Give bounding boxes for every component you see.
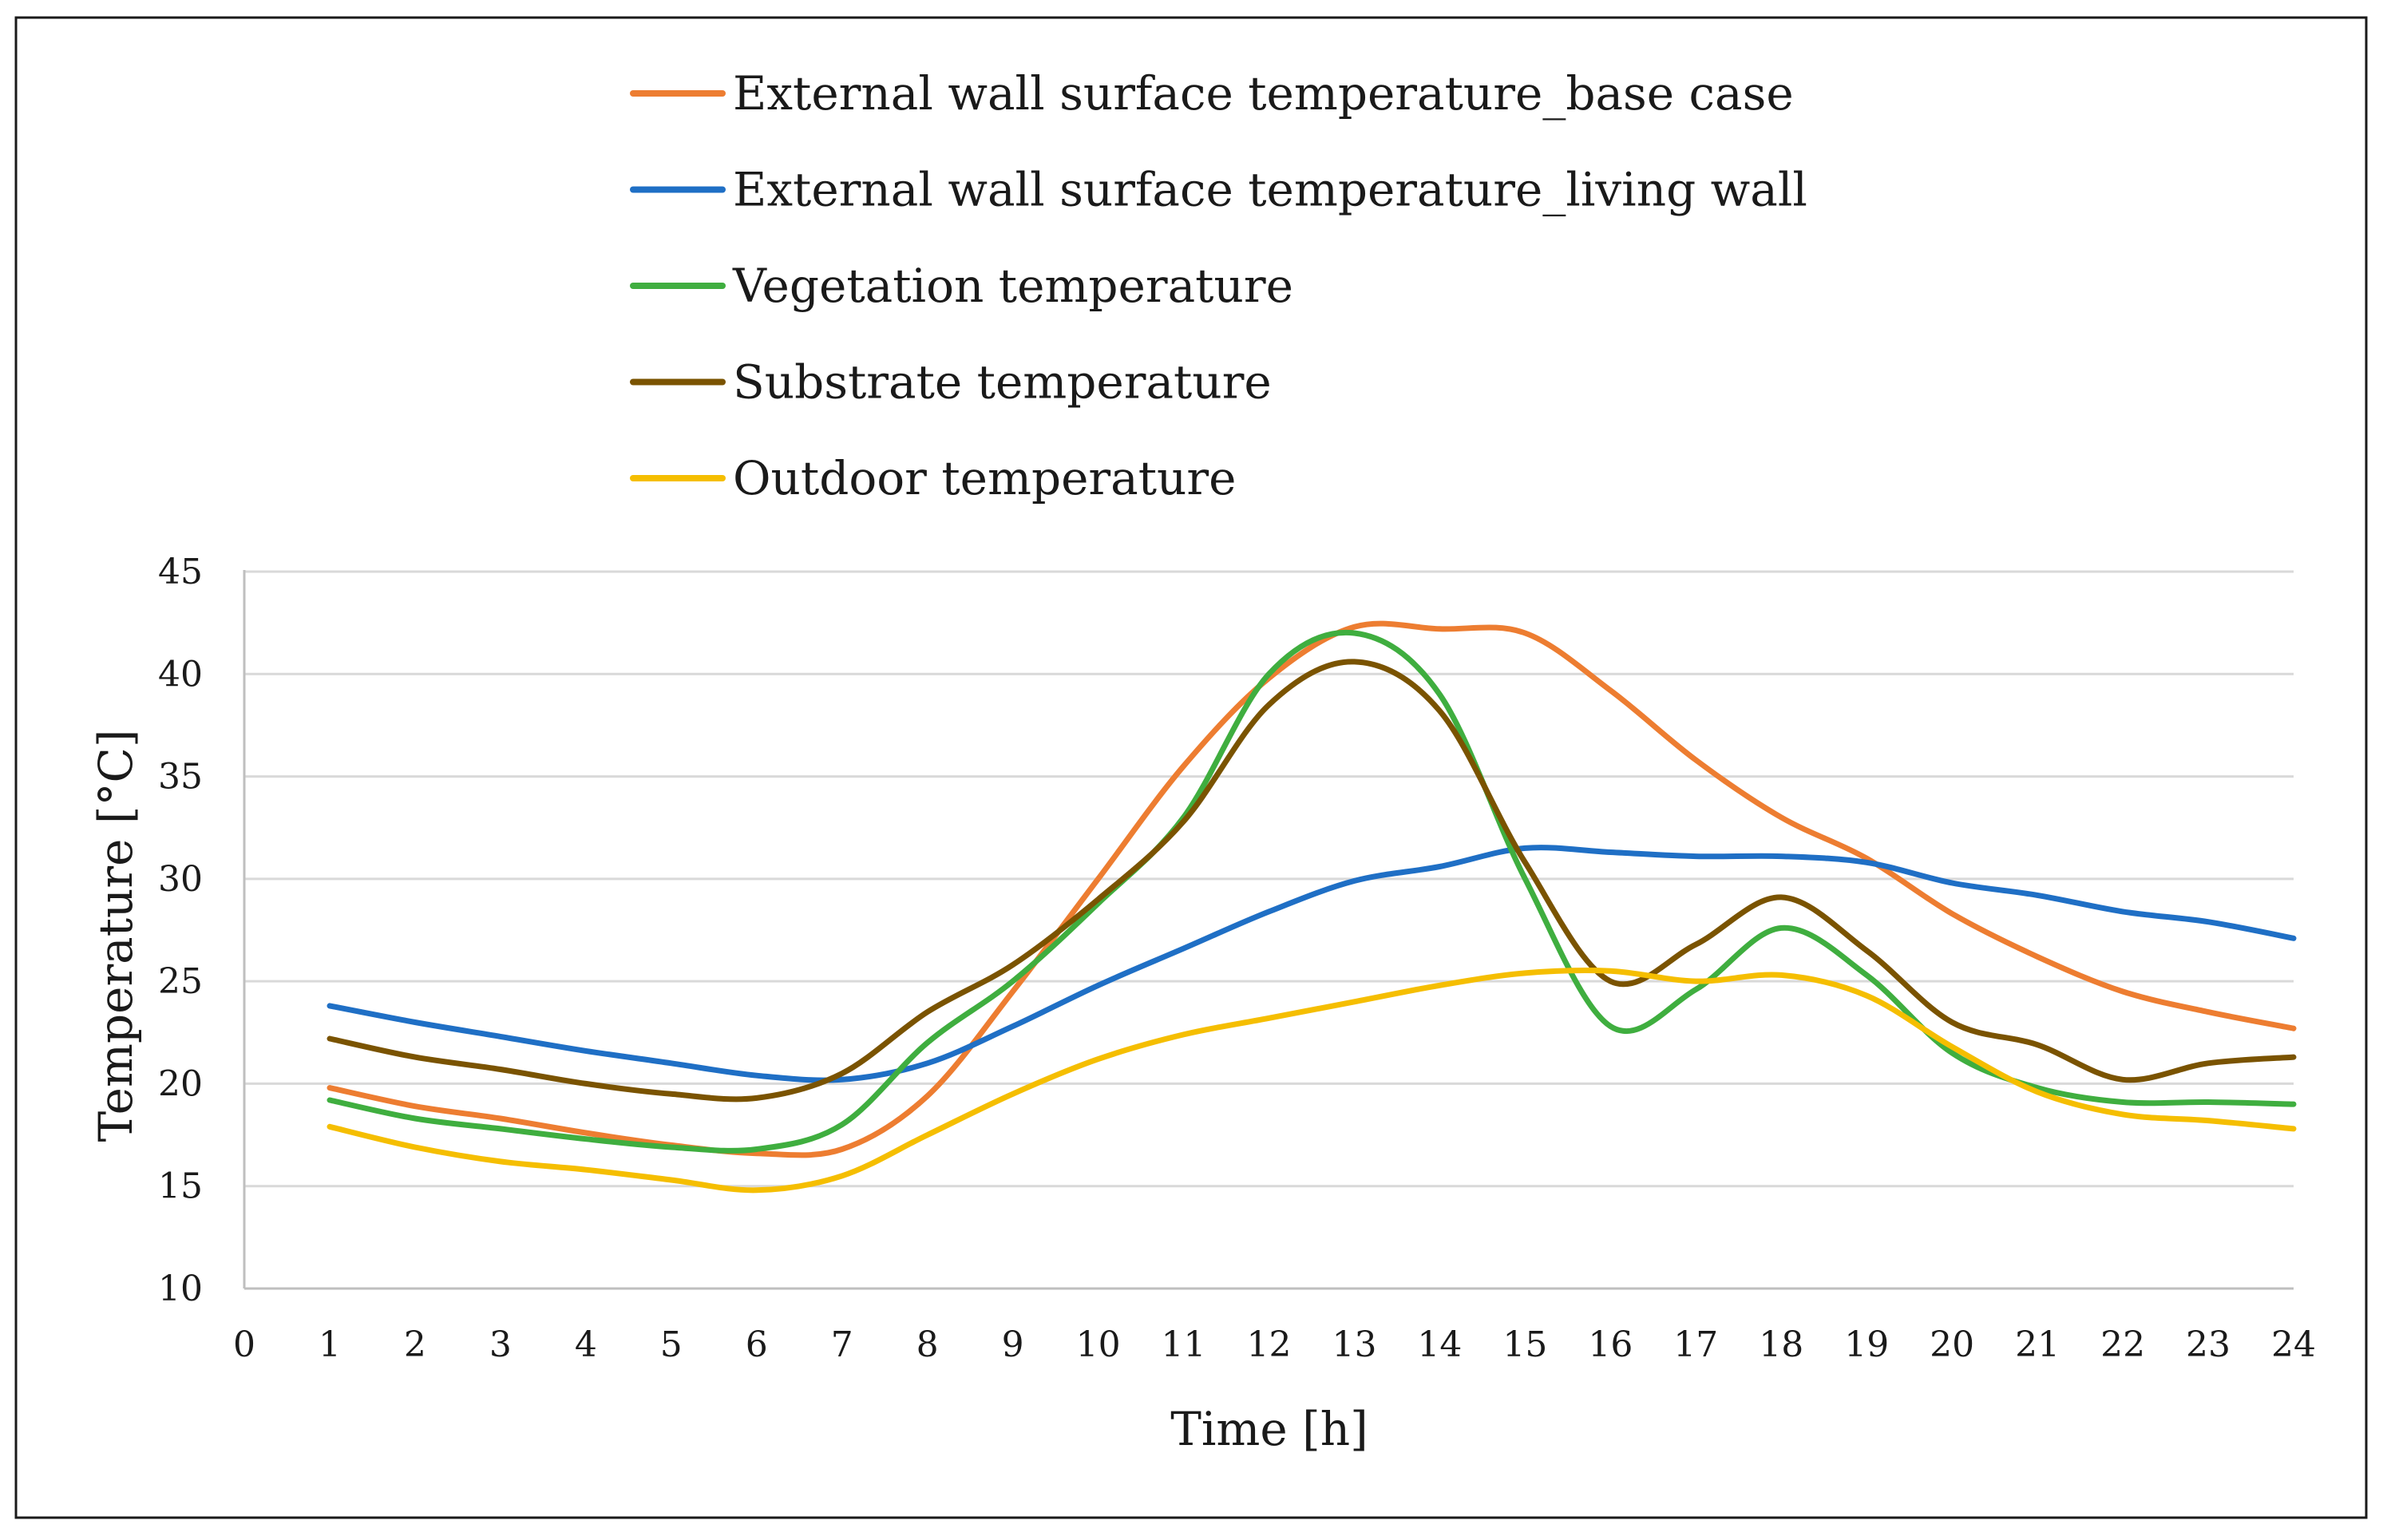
x-tick-label: 21 — [2015, 1324, 2060, 1365]
x-tick-label: 0 — [233, 1324, 255, 1365]
x-tick-label: 19 — [1844, 1324, 1889, 1365]
legend-label-5: Outdoor temperature — [733, 451, 1236, 505]
x-tick-label: 16 — [1588, 1324, 1633, 1365]
y-tick-label: 15 — [158, 1166, 203, 1207]
legend-label-4: Substrate temperature — [733, 355, 1272, 410]
x-tick-label: 7 — [831, 1324, 853, 1365]
x-tick-label: 1 — [319, 1324, 341, 1365]
legend-label-3: Vegetation temperature — [732, 259, 1293, 313]
x-tick-label: 17 — [1673, 1324, 1718, 1365]
y-tick-label: 20 — [158, 1063, 203, 1104]
x-tick-label: 5 — [660, 1324, 683, 1365]
chart-frame — [14, 16, 2368, 1519]
series-line-4 — [327, 659, 2297, 1103]
series-lines — [327, 620, 2297, 1194]
x-tick-label: 11 — [1162, 1324, 1206, 1365]
x-tick-label: 8 — [916, 1324, 939, 1365]
y-tick-label: 10 — [158, 1269, 203, 1309]
x-tick-label: 23 — [2186, 1324, 2231, 1365]
legend-label-2: External wall surface temperature_living… — [733, 163, 1807, 217]
x-tick-label: 10 — [1076, 1324, 1121, 1365]
legend-label-1: External wall surface temperature_base c… — [733, 66, 1794, 121]
y-tick-label: 40 — [158, 654, 203, 695]
y-tick-label: 25 — [158, 961, 203, 1002]
y-axis-title: Temperature [°C] — [89, 729, 143, 1142]
x-tick-label: 9 — [1002, 1324, 1024, 1365]
x-tick-label: 13 — [1332, 1324, 1376, 1365]
x-tick-label: 15 — [1502, 1324, 1547, 1365]
series-line-2 — [327, 845, 2297, 1083]
x-tick-label: 14 — [1417, 1324, 1462, 1365]
x-tick-label: 2 — [404, 1324, 426, 1365]
x-axis-title: Time [h] — [1170, 1402, 1368, 1456]
x-tick-label: 20 — [1930, 1324, 1974, 1365]
series-line-5 — [327, 968, 2297, 1194]
x-tick-label: 3 — [489, 1324, 512, 1365]
y-tick-label: 45 — [158, 552, 203, 592]
series-line-3 — [327, 629, 2297, 1154]
x-tick-label: 22 — [2100, 1324, 2145, 1365]
x-tick-label: 18 — [1759, 1324, 1803, 1365]
x-tick-label: 6 — [746, 1324, 768, 1365]
x-tick-label: 4 — [575, 1324, 597, 1365]
y-tick-label: 35 — [158, 757, 203, 798]
x-tick-label: 24 — [2271, 1324, 2316, 1365]
x-tick-label: 12 — [1247, 1324, 1292, 1365]
legend: External wall surface temperature_base c… — [630, 66, 1807, 505]
y-tick-label: 30 — [158, 859, 203, 900]
